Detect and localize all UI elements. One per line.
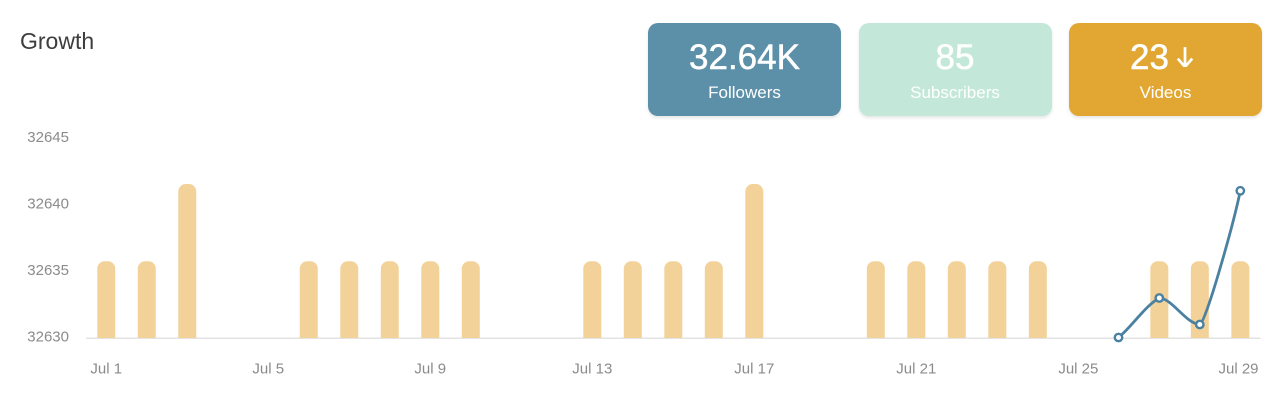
svg-text:Jul 17: Jul 17: [734, 361, 774, 378]
svg-text:Jul 13: Jul 13: [572, 361, 612, 378]
svg-text:Jul 1: Jul 1: [90, 361, 122, 378]
svg-text:32645: 32645: [27, 129, 69, 146]
svg-text:Jul 21: Jul 21: [896, 361, 936, 378]
svg-text:Jul 5: Jul 5: [252, 361, 284, 378]
svg-text:32635: 32635: [27, 262, 69, 279]
svg-text:Jul 9: Jul 9: [414, 361, 446, 378]
svg-text:Jul 25: Jul 25: [1058, 361, 1098, 378]
svg-text:32640: 32640: [27, 196, 69, 213]
svg-text:Jul 29: Jul 29: [1218, 361, 1258, 378]
svg-text:32630: 32630: [27, 329, 69, 346]
